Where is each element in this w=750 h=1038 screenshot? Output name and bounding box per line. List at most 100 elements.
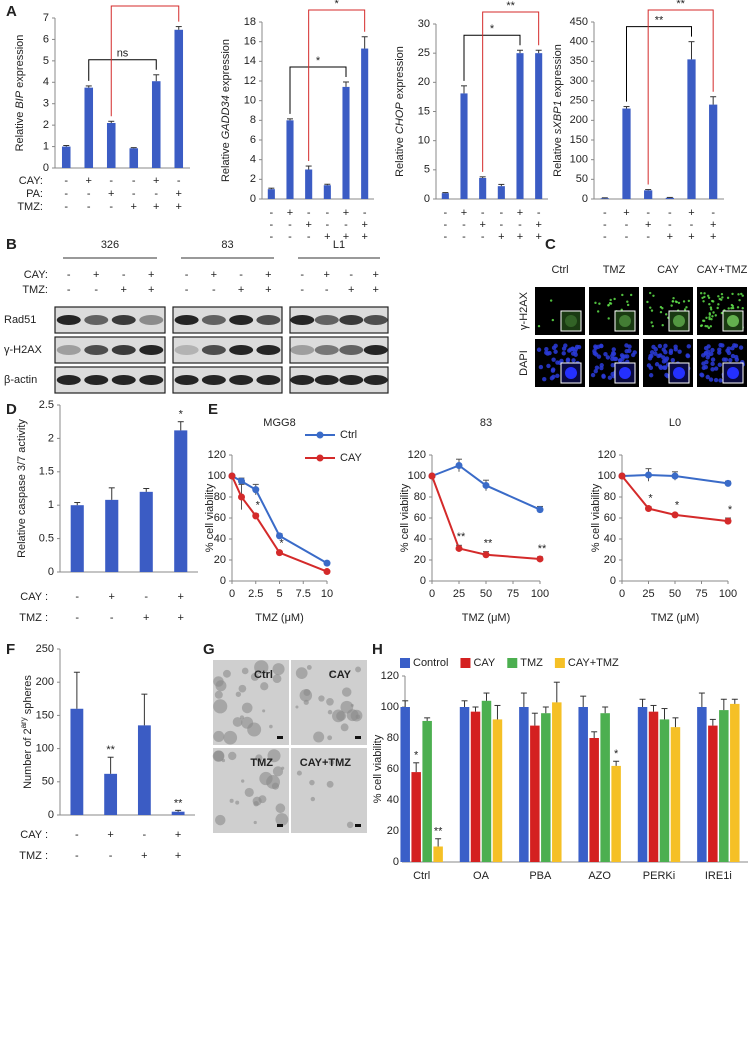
condition-sign: +	[109, 591, 115, 603]
sphere	[303, 699, 309, 705]
blot-band	[229, 375, 254, 385]
bar	[305, 169, 313, 199]
condition-sign: -	[185, 269, 189, 281]
x-tick-label: 10	[321, 588, 333, 600]
condition-sign: +	[141, 850, 147, 862]
sphere	[340, 723, 349, 732]
condition-sign: -	[94, 284, 98, 296]
y-axis-label-part: sXBP1	[552, 100, 564, 134]
condition-sign: -	[288, 231, 292, 243]
condition-sign: -	[481, 207, 485, 219]
y-tick-label: 14	[244, 55, 256, 67]
condition-sign: -	[132, 175, 136, 187]
point	[238, 477, 245, 485]
y-tick-label: 300	[570, 75, 588, 87]
condition-sign: -	[307, 231, 311, 243]
condition-sign: -	[668, 207, 672, 219]
bar	[151, 81, 161, 168]
cell-signal	[620, 308, 623, 312]
sphere	[215, 814, 226, 826]
x-tick-label: 50	[480, 588, 492, 600]
inset-nucleus	[619, 315, 631, 327]
y-tick-label: 120	[381, 670, 399, 682]
cell-signal	[699, 372, 704, 377]
bar	[659, 719, 670, 862]
y-tick-label: 60	[414, 512, 426, 524]
y-tick-label: 100	[381, 701, 399, 713]
blot-band	[111, 375, 136, 385]
sphere-label: CAY+TMZ	[300, 757, 352, 769]
condition-sign: -	[67, 284, 71, 296]
condition-sign: -	[625, 231, 629, 243]
x-tick-label: 75	[695, 588, 707, 600]
bar	[342, 86, 350, 199]
condition-sign: +	[287, 207, 293, 219]
cell-signal	[549, 299, 553, 302]
cell-signal	[710, 347, 715, 353]
cell-signal	[712, 300, 715, 303]
cell-signal	[703, 295, 706, 299]
legend-label: TMZ	[520, 657, 543, 669]
y-axis-label-part: ary	[19, 717, 28, 728]
y-tick-label: 1.5	[39, 466, 54, 478]
cell-signal	[738, 298, 741, 302]
condition-sign: -	[646, 231, 650, 243]
cell-signal	[703, 346, 709, 351]
cell-signal	[668, 350, 674, 356]
cell-signal	[723, 357, 729, 362]
significance: **	[484, 538, 493, 550]
y-axis-label-part: Number of 2	[22, 728, 34, 789]
significance: **	[174, 797, 183, 809]
cell-signal	[590, 372, 596, 378]
bar	[530, 725, 540, 862]
panel-label: B	[6, 236, 17, 253]
condition-sign: +	[361, 231, 367, 243]
bar	[104, 773, 118, 815]
condition-sign: +	[324, 231, 330, 243]
condition-sign: +	[498, 231, 504, 243]
bar	[174, 29, 184, 168]
cell-signal	[726, 346, 731, 351]
point	[276, 549, 283, 557]
y-tick-label: 10	[244, 95, 256, 107]
cell-signal	[651, 324, 654, 328]
bar	[600, 198, 609, 199]
bar	[286, 120, 294, 199]
sphere	[250, 672, 259, 681]
point	[252, 486, 260, 494]
chart-title: L0	[669, 417, 681, 429]
legend-marker	[316, 454, 324, 462]
cell-signal	[658, 353, 663, 358]
y-tick-label: 120	[408, 449, 426, 461]
cell-signal	[706, 294, 710, 298]
y-tick-label: 20	[214, 554, 226, 566]
condition-sign: +	[535, 219, 541, 231]
sphere	[235, 800, 240, 805]
cell-signal	[659, 310, 663, 314]
sphere	[238, 684, 247, 693]
y-tick-label: 0	[48, 566, 54, 578]
inset-nucleus	[565, 315, 577, 327]
condition-sign: +	[265, 284, 271, 296]
cell-signal	[664, 372, 669, 378]
blot-band	[363, 345, 388, 355]
legend-label: CAY	[473, 657, 495, 669]
cell-line-label: 326	[101, 239, 119, 251]
cell-signal	[607, 375, 613, 380]
sphere	[309, 779, 315, 786]
condition-sign: +	[175, 850, 181, 862]
condition-sign: +	[461, 207, 467, 219]
cell-signal	[717, 347, 722, 352]
condition-sign: -	[603, 219, 607, 231]
bar	[84, 87, 94, 168]
scale-bar	[355, 736, 361, 739]
y-tick-label: 20	[418, 76, 430, 88]
cell-signal	[664, 313, 668, 316]
condition-sign: -	[363, 207, 367, 219]
sphere	[253, 820, 257, 825]
condition-sign: -	[288, 219, 292, 231]
cell-signal	[646, 300, 649, 304]
cell-signal	[707, 326, 711, 330]
y-tick-label: 60	[387, 763, 399, 775]
column-label: CAY	[657, 264, 679, 276]
